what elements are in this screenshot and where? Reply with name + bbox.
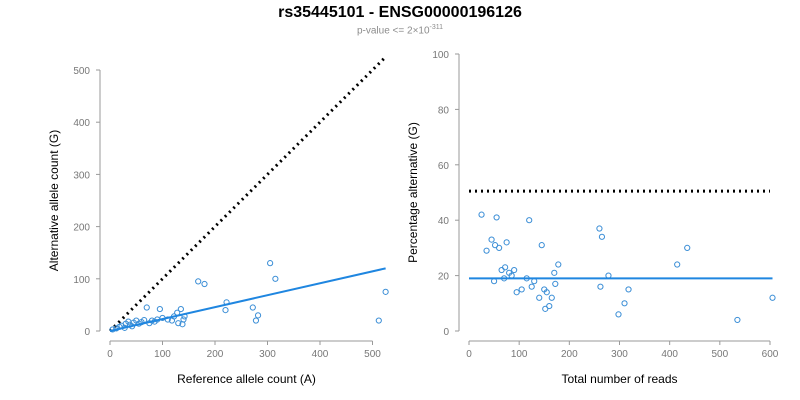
- data-point: [254, 312, 262, 319]
- data-point: [596, 225, 603, 232]
- data-point: [502, 264, 509, 271]
- x-axis-title: Total number of reads: [561, 372, 677, 386]
- y-tick-label: 200: [73, 223, 90, 234]
- data-point: [542, 305, 549, 312]
- data-point: [143, 304, 150, 311]
- left-scatter-plot: 0 100 200 300 400 500 0 100 200 300 400 500 Referenc…: [47, 55, 389, 386]
- x-tick-label: 500: [711, 349, 728, 360]
- y-tick-label: 500: [73, 66, 90, 77]
- data-point: [222, 307, 229, 314]
- data-point: [503, 239, 510, 246]
- y-tick-label: 80: [438, 105, 450, 116]
- y-tick-label: 0: [84, 327, 90, 338]
- subtitle-text: p-value <= 2×10: [356, 25, 430, 37]
- data-point: [272, 275, 279, 282]
- data-point: [483, 247, 490, 254]
- data-point: [252, 317, 260, 324]
- data-point: [615, 311, 622, 318]
- data-point: [493, 214, 500, 221]
- data-point: [598, 233, 606, 240]
- data-point: [551, 269, 558, 276]
- y-axis-title: Alternative allele count (G): [47, 130, 61, 271]
- data-point: [526, 217, 533, 224]
- y-tick-label: 0: [443, 327, 449, 338]
- data-point: [684, 244, 691, 251]
- data-point: [498, 266, 505, 274]
- data-point: [548, 294, 555, 301]
- x-tick-label: 0: [107, 349, 113, 360]
- x-tick-label: 400: [312, 349, 329, 360]
- x-tick-label: 200: [561, 349, 578, 360]
- data-point: [621, 300, 628, 307]
- x-tick-label: 0: [466, 349, 472, 360]
- reference-dotted-line: [108, 55, 387, 333]
- y-tick-label: 20: [438, 272, 450, 283]
- data-point: [674, 261, 681, 268]
- data-point: [555, 261, 562, 268]
- y-axis-title: Percentage alternative (G): [406, 122, 420, 263]
- x-tick-label: 100: [511, 349, 528, 360]
- x-tick-label: 100: [154, 349, 171, 360]
- x-tick-label: 300: [259, 349, 276, 360]
- data-point: [375, 317, 382, 324]
- data-point: [488, 236, 495, 243]
- x-tick-label: 600: [762, 349, 779, 360]
- data-point: [511, 266, 518, 274]
- data-point: [769, 294, 776, 301]
- data-point: [513, 289, 520, 296]
- data-point: [382, 288, 389, 295]
- y-tick-label: 400: [73, 118, 90, 129]
- chart-title: rs35445101 - ENSG00000196126: [278, 4, 522, 21]
- y-tick-label: 40: [438, 216, 450, 227]
- data-point: [518, 286, 525, 293]
- y-tick-label: 300: [73, 170, 90, 181]
- x-tick-label: 500: [364, 349, 381, 360]
- data-point: [543, 289, 550, 296]
- data-point: [538, 242, 545, 249]
- x-axis-title: Reference allele count (A): [177, 372, 316, 386]
- data-point: [734, 316, 741, 324]
- subtitle-exponent: -311: [429, 24, 444, 31]
- y-tick-label: 100: [432, 50, 449, 61]
- x-tick-label: 300: [611, 349, 628, 360]
- y-tick-label: 100: [73, 275, 90, 286]
- data-point: [491, 242, 499, 249]
- data-point: [597, 283, 604, 290]
- data-point: [625, 286, 632, 293]
- data-point: [546, 302, 553, 310]
- data-point: [195, 278, 202, 285]
- fit-line: [109, 267, 386, 332]
- x-tick-label: 200: [207, 349, 224, 360]
- x-tick-label: 400: [661, 349, 678, 360]
- data-point: [156, 305, 163, 313]
- right-scatter-plot: 0 100 200 300 400 500 600 0 20 40 60 80 100 Total num…: [406, 50, 779, 386]
- data-point: [177, 305, 184, 313]
- data-point: [496, 244, 503, 251]
- data-point: [175, 320, 182, 327]
- y-tick-label: 60: [438, 161, 450, 172]
- data-point: [536, 294, 543, 301]
- data-point: [249, 304, 256, 311]
- chart-subtitle: p-value <= 2×10-311: [0, 24, 800, 36]
- data-point: [267, 260, 274, 267]
- data-point: [180, 316, 187, 323]
- data-point: [478, 211, 485, 218]
- data-point: [528, 283, 535, 290]
- data-point: [552, 280, 559, 288]
- data-point: [201, 280, 208, 288]
